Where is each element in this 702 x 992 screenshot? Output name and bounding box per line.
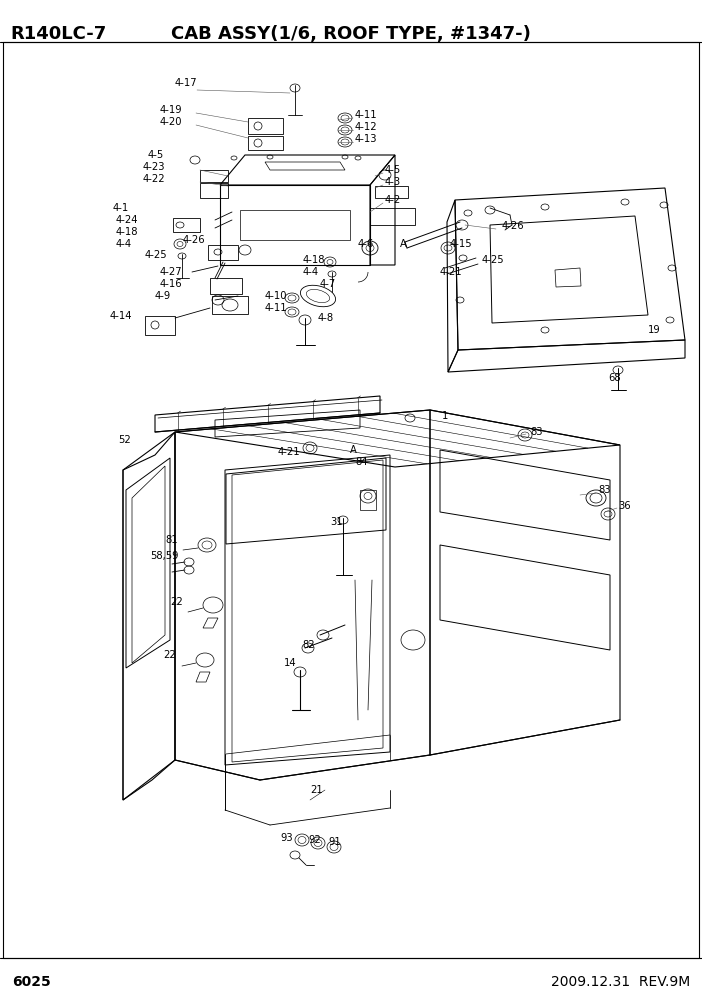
Text: 4-21: 4-21: [278, 447, 300, 457]
Text: 4-11: 4-11: [355, 110, 378, 120]
Text: 6025: 6025: [12, 975, 51, 989]
Text: 22: 22: [170, 597, 183, 607]
Text: 58,59: 58,59: [150, 551, 178, 561]
Text: 21: 21: [310, 785, 323, 795]
Text: 4-10: 4-10: [265, 291, 288, 301]
Text: 19: 19: [648, 325, 661, 335]
Text: 52: 52: [118, 435, 131, 445]
Text: 4-3: 4-3: [385, 177, 401, 187]
Text: 4-18: 4-18: [303, 255, 326, 265]
Text: 4-8: 4-8: [318, 313, 334, 323]
Text: 4-18: 4-18: [116, 227, 138, 237]
Text: A: A: [350, 445, 357, 455]
Text: 4-12: 4-12: [355, 122, 378, 132]
Text: 81: 81: [165, 535, 178, 545]
Text: 83: 83: [530, 427, 543, 437]
Text: CAB ASSY(1/6, ROOF TYPE, #1347-): CAB ASSY(1/6, ROOF TYPE, #1347-): [171, 25, 531, 43]
Text: 4-27: 4-27: [160, 267, 183, 277]
Text: 4-14: 4-14: [110, 311, 133, 321]
Text: 1: 1: [442, 411, 449, 421]
Text: 4-25: 4-25: [145, 250, 168, 260]
Text: 31: 31: [330, 517, 343, 527]
Text: 4-5: 4-5: [148, 150, 164, 160]
Text: 4-23: 4-23: [143, 162, 166, 172]
Text: 4-11: 4-11: [265, 303, 288, 313]
Text: 4-17: 4-17: [175, 78, 198, 88]
Text: 4-26: 4-26: [502, 221, 524, 231]
Text: 4-24: 4-24: [116, 215, 138, 225]
Text: 4-19: 4-19: [160, 105, 183, 115]
Text: 83: 83: [598, 485, 611, 495]
Text: 14: 14: [284, 658, 297, 668]
Text: 4-4: 4-4: [116, 239, 132, 249]
Text: 2009.12.31  REV.9M: 2009.12.31 REV.9M: [551, 975, 690, 989]
Text: 4-26: 4-26: [183, 235, 206, 245]
Text: A: A: [400, 239, 407, 249]
Text: 91: 91: [328, 837, 340, 847]
Text: 4-13: 4-13: [355, 134, 378, 144]
Text: 22: 22: [163, 650, 176, 660]
Text: 4-5: 4-5: [385, 165, 402, 175]
Text: 4-1: 4-1: [113, 203, 129, 213]
Text: 4-21: 4-21: [440, 267, 463, 277]
Text: 4-15: 4-15: [450, 239, 472, 249]
Text: 68: 68: [608, 373, 621, 383]
Text: 93: 93: [280, 833, 293, 843]
Text: 4-20: 4-20: [160, 117, 183, 127]
Text: 4-2: 4-2: [385, 195, 402, 205]
Text: 4-9: 4-9: [155, 291, 171, 301]
Text: 4-25: 4-25: [482, 255, 505, 265]
Text: 36: 36: [618, 501, 630, 511]
Text: 4-6: 4-6: [358, 239, 374, 249]
Text: 92: 92: [308, 835, 321, 845]
Text: 84: 84: [355, 457, 368, 467]
Text: R140LC-7: R140LC-7: [10, 25, 106, 43]
Text: 4-7: 4-7: [320, 279, 336, 289]
Text: 4-4: 4-4: [303, 267, 319, 277]
Text: 82: 82: [302, 640, 314, 650]
Text: 4-16: 4-16: [160, 279, 183, 289]
Text: 4-22: 4-22: [143, 174, 166, 184]
